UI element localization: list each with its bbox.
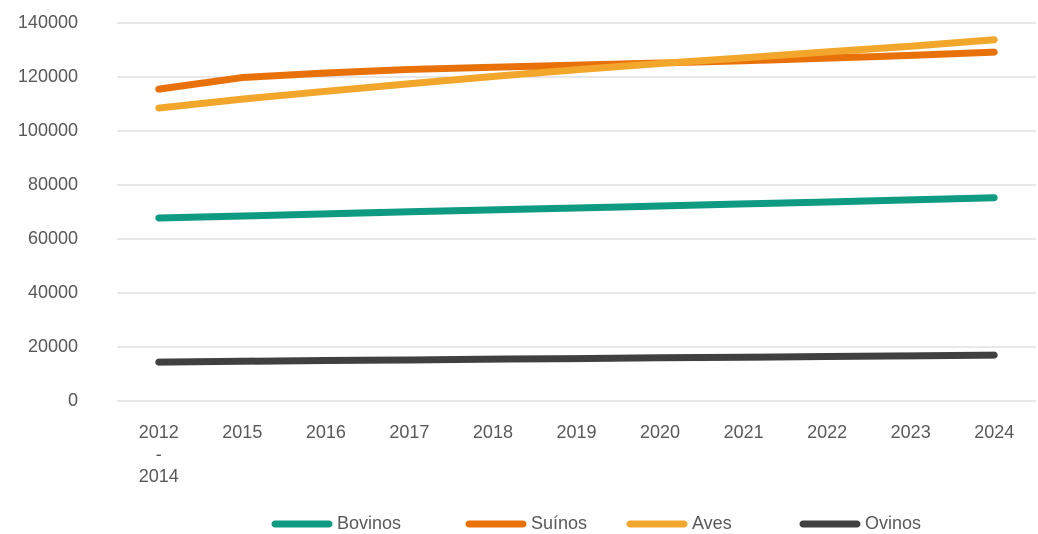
y-tick-label: 80000 [28,174,78,194]
y-tick-label: 100000 [18,120,78,140]
series-line [155,36,998,112]
y-tick-label: 140000 [18,12,78,32]
x-tick-label: 2017 [389,422,429,442]
legend-label: Ovinos [865,513,921,533]
x-tick-label: 2020 [640,422,680,442]
legend-label: Suínos [531,513,587,533]
x-tick-label: 2019 [556,422,596,442]
y-tick-label: 20000 [28,336,78,356]
x-tick-label: 2012 -2014 [139,422,179,486]
legend-label: Aves [692,513,732,533]
x-tick-label: 2022 [807,422,847,442]
y-tick-label: 60000 [28,228,78,248]
x-tick-label: 2016 [306,422,346,442]
y-tick-label: 0 [68,390,78,410]
x-tick-label: 2021 [724,422,764,442]
y-tick-label: 120000 [18,66,78,86]
series-line [155,48,998,93]
series-line [155,351,998,366]
y-tick-label: 40000 [28,282,78,302]
x-tick-label: 2018 [473,422,513,442]
legend-label: Bovinos [337,513,401,533]
x-tick-label: 2024 [974,422,1014,442]
series-line [155,194,998,222]
x-tick-label: 2023 [891,422,931,442]
x-tick-label: 2015 [222,422,262,442]
